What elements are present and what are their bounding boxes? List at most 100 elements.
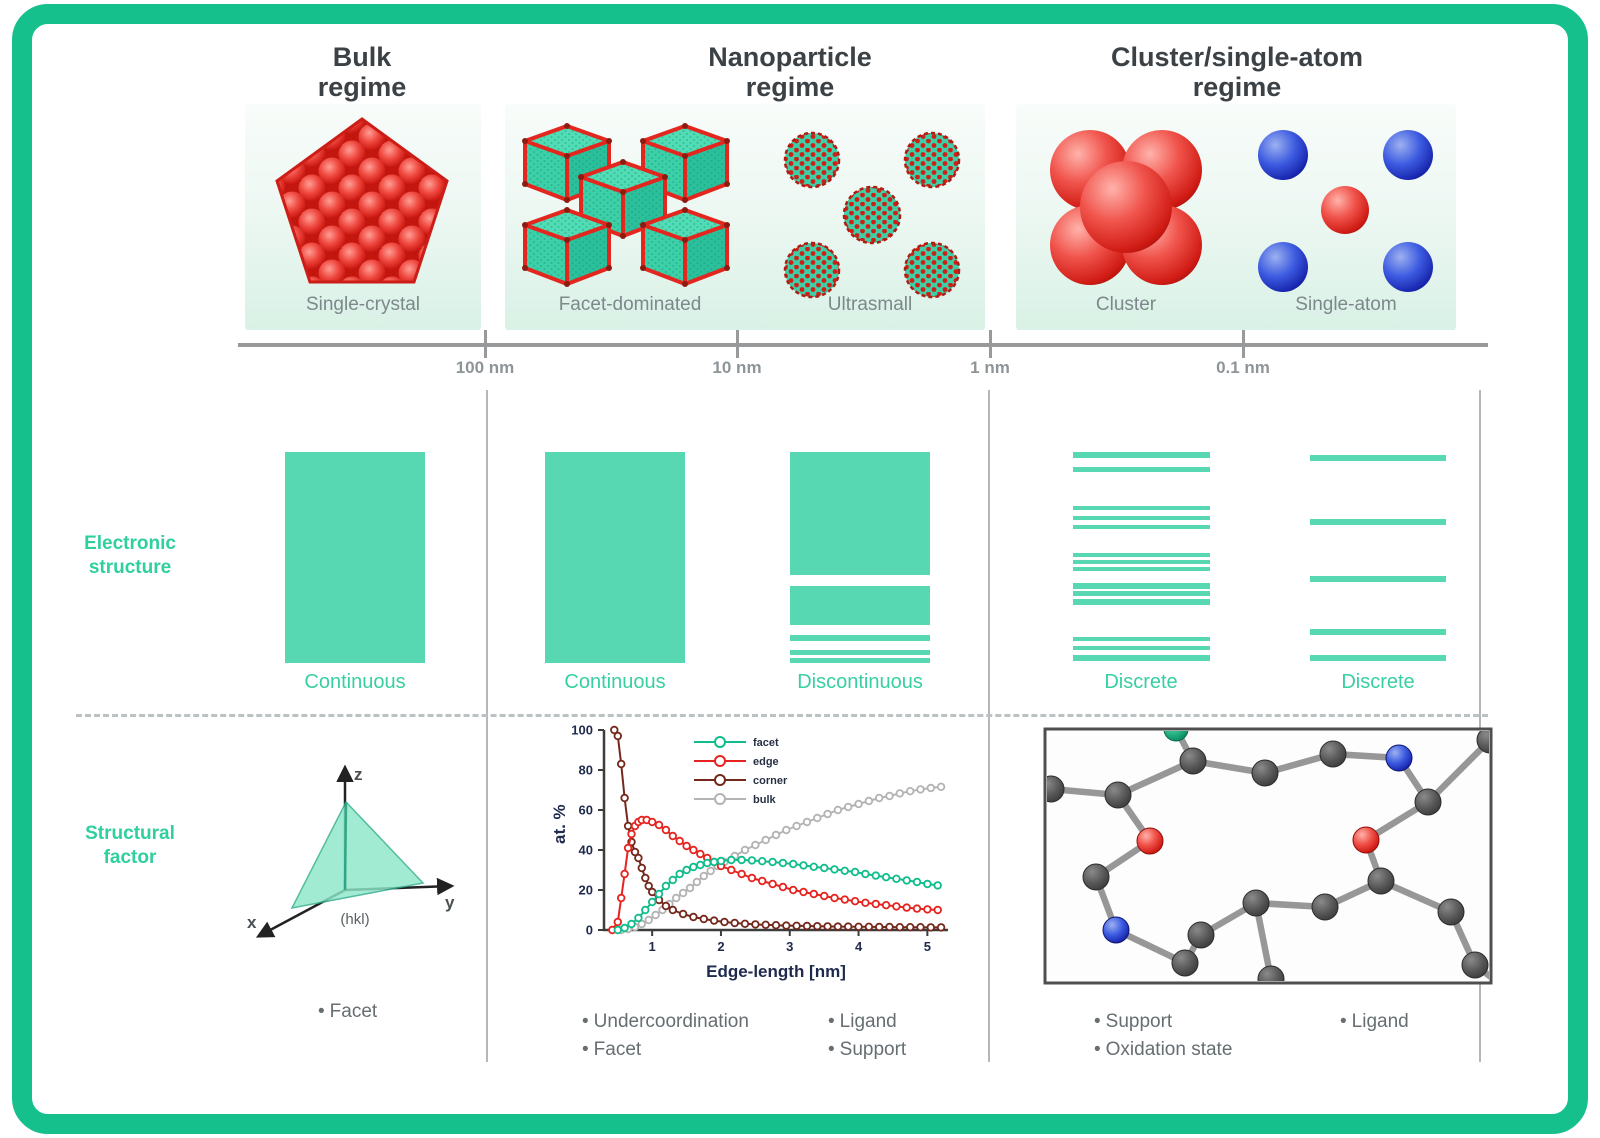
band-label: Continuous [304, 671, 406, 693]
energy-band [1073, 583, 1210, 589]
y-tick-label: 40 [579, 843, 593, 858]
graphene-lattice-illustration [1043, 727, 1493, 985]
size-scale-axis [238, 343, 1488, 347]
row-label-line: structure [88, 556, 172, 578]
scale-label: 100 nm [455, 358, 515, 377]
row-divider-dashed [76, 714, 1488, 717]
scale-label: 0.1 nm [1216, 358, 1270, 377]
edge-length-chart: 0 20 40 60 80 100 1 2 3 4 5 facet edge corner bulk at. … [550, 723, 948, 981]
energy-band [1073, 525, 1210, 529]
energy-band [1073, 655, 1210, 661]
legend-label-edge: edge [753, 756, 779, 768]
x-tick-label: 1 [649, 939, 656, 954]
regime-title-line: Nanoparticle [708, 42, 872, 72]
band-label: Discontinuous [797, 671, 923, 693]
panel-label: Cluster [1095, 294, 1157, 315]
oxygen-atom [1352, 826, 1380, 854]
cluster-factor-list-left: • Support • Oxidation state [1094, 1008, 1232, 1064]
energy-band [1310, 629, 1446, 635]
energy-band [1073, 646, 1210, 650]
cluster-illustration [1050, 130, 1202, 285]
energy-band [1073, 506, 1210, 510]
energy-band [1073, 553, 1210, 557]
energy-band [1073, 560, 1210, 564]
energy-band [1310, 576, 1446, 582]
dopant-atom-green [1163, 731, 1189, 742]
energy-band [1310, 519, 1446, 525]
row-label-line: Electronic [84, 533, 176, 554]
nanoparticle-regime-title: Nanoparticle regime [600, 42, 980, 102]
band-diagram-cluster [1073, 452, 1210, 663]
scale-label: 1 nm [970, 358, 1010, 377]
cluster-factor-list-right: • Ligand [1340, 1008, 1409, 1036]
energy-band [1073, 452, 1210, 458]
scale-tick-01nm [1242, 330, 1245, 358]
energy-band [790, 658, 930, 663]
band-diagram-bulk [285, 452, 425, 663]
y-axis-label: y [445, 893, 455, 912]
band-label: Continuous [564, 671, 666, 693]
hkl-plane-label: (hkl) [340, 911, 369, 928]
y-tick-label: 80 [579, 763, 593, 778]
bullet-item: • Undercoordination [582, 1011, 749, 1032]
chart-xlabel: Edge-length [nm] [706, 962, 846, 981]
z-axis-label: z [354, 765, 363, 784]
chart-ylabel: at. % [550, 804, 569, 844]
band-diagram-single-atom [1310, 452, 1446, 663]
energy-band [1073, 516, 1210, 520]
scale-label: 10 nm [712, 358, 762, 377]
x-tick-label: 4 [855, 939, 863, 954]
single-atom-illustration [1258, 130, 1433, 292]
energy-band [1310, 655, 1446, 661]
legend-label-facet: facet [753, 737, 779, 749]
x-axis-label: x [247, 913, 257, 932]
row-label-line: factor [103, 846, 157, 868]
column-divider [486, 390, 488, 1062]
legend-label-corner: corner [753, 775, 788, 787]
x-tick-label: 5 [924, 939, 931, 954]
column-divider [1479, 390, 1481, 1062]
energy-band [1073, 599, 1210, 605]
band-label: Discrete [1341, 671, 1415, 693]
bullet-item: • Ligand [1340, 1011, 1409, 1032]
nitrogen-atom [1385, 744, 1413, 772]
y-tick-label: 20 [579, 883, 593, 898]
bullet-item: • Oxidation state [1094, 1039, 1233, 1060]
bullet-item: • Facet [318, 1001, 378, 1022]
legend-label-bulk: bulk [753, 794, 776, 806]
cluster-regime-title: Cluster/single-atom regime [1047, 42, 1427, 102]
structural-factor-row-label: Structural factor [50, 822, 210, 870]
energy-band [545, 452, 685, 663]
bulk-regime-title: Bulk regime [172, 42, 552, 102]
regime-title-line: regime [1192, 72, 1282, 103]
band-diagram-facet [545, 452, 685, 663]
energy-band [790, 452, 930, 575]
x-tick-label: 2 [717, 939, 724, 954]
bullet-item: • Facet [582, 1039, 642, 1060]
y-tick-label: 0 [586, 923, 593, 938]
scale-tick-100nm [484, 330, 487, 358]
x-tick-label: 3 [786, 939, 793, 954]
regime-title-line: regime [317, 72, 407, 103]
bullet-item: • Support [1094, 1011, 1173, 1032]
panel-label: Single-crystal [305, 294, 421, 315]
scale-tick-1nm [989, 330, 992, 358]
regime-title-line: regime [745, 72, 835, 103]
series-line-facet [617, 859, 938, 931]
nano-factor-list-left: • Undercoordination • Facet [582, 1008, 749, 1064]
band-label: Discrete [1104, 671, 1178, 693]
nitrogen-atom [1102, 916, 1130, 944]
energy-band [790, 635, 930, 641]
oxygen-atom [1136, 827, 1164, 855]
energy-band [1073, 467, 1210, 472]
panel-label: Facet-dominated [558, 294, 702, 315]
band-diagram-ultrasmall [790, 452, 930, 663]
single-crystal-illustration [275, 117, 449, 284]
energy-band [1073, 591, 1210, 596]
regime-title-line: Cluster/single-atom [1110, 42, 1364, 72]
ultrasmall-illustration [783, 131, 961, 299]
bullet-item: • Support [828, 1039, 907, 1060]
panel-label: Single-atom [1295, 294, 1397, 315]
regime-title-line: Bulk [332, 42, 392, 72]
energy-band [1310, 455, 1446, 461]
